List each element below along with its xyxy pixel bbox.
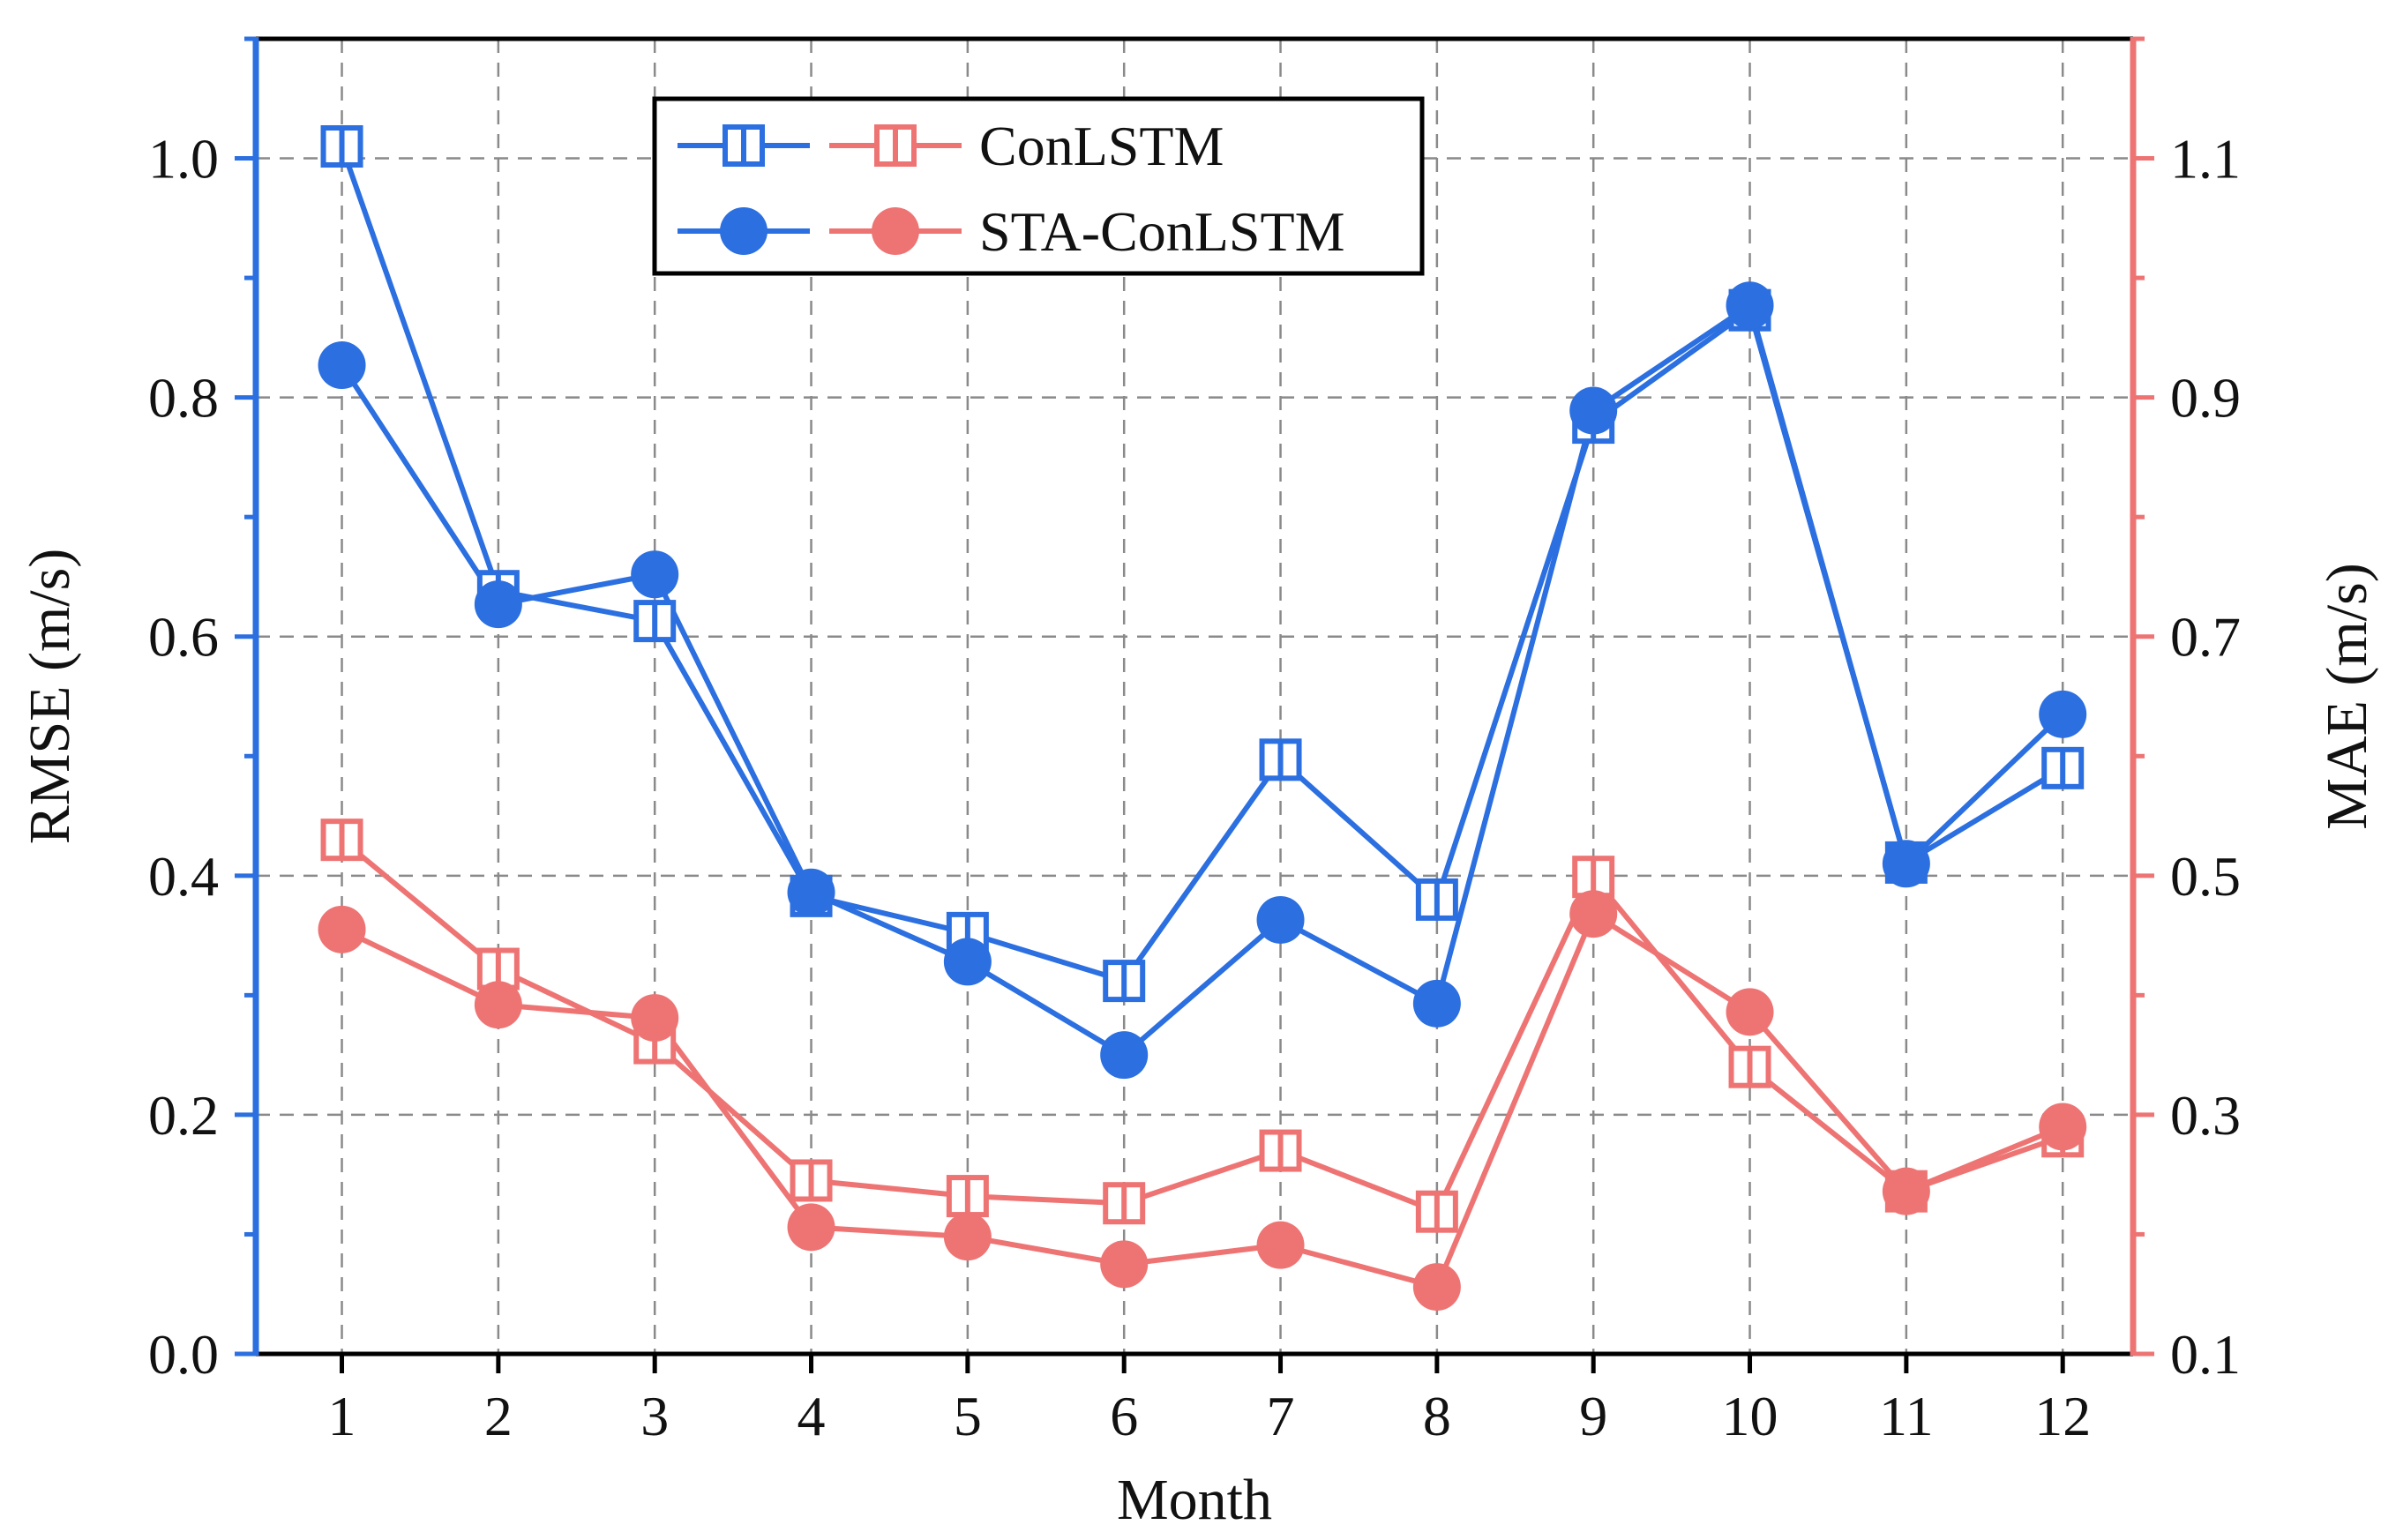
marker-conlstm-rmse-month-3 xyxy=(633,600,677,643)
marker-conlstm-rmse-month-6 xyxy=(1103,960,1146,1003)
marker-sta-conlstm-mae-month-4 xyxy=(787,1203,835,1252)
right-y-tick-label: 0.1 xyxy=(2170,1323,2241,1386)
marker-sta-conlstm-rmse-month-5 xyxy=(943,938,992,986)
series-line-sta-conlstm-mae xyxy=(341,911,2064,1290)
marker-conlstm-mae-month-6 xyxy=(1103,1182,1146,1225)
x-tick-label: 2 xyxy=(484,1385,513,1447)
left-y-tick-label: 0.8 xyxy=(148,367,219,430)
marker-conlstm-rmse-month-1 xyxy=(320,124,363,168)
marker-sta-conlstm-rmse-month-9 xyxy=(1569,386,1618,435)
marker-sta-conlstm-rmse-month-10 xyxy=(1726,281,1774,330)
marker-sta-conlstm-rmse-month-1 xyxy=(318,341,366,390)
x-tick-label: 1 xyxy=(328,1385,356,1447)
marker-sta-conlstm-rmse-month-4 xyxy=(787,868,835,916)
x-tick-label: 3 xyxy=(640,1385,669,1447)
series-line-conlstm-mae xyxy=(340,837,2064,1215)
x-tick-label: 4 xyxy=(797,1385,826,1447)
x-tick-label: 9 xyxy=(1579,1385,1607,1447)
marker-sta-conlstm-rmse-month-12 xyxy=(2039,690,2087,738)
left-y-tick-label: 1.0 xyxy=(148,128,219,191)
marker-conlstm-mae-month-5 xyxy=(946,1175,989,1218)
marker-conlstm-rmse-month-7 xyxy=(1259,738,1302,781)
marker-sta-conlstm-rmse-month-7 xyxy=(1256,895,1305,944)
left-y-axis-title: RMSE (m/s) xyxy=(18,549,82,845)
marker-sta-conlstm-mae-month-5 xyxy=(943,1213,992,1261)
marker-sta-conlstm-mae-month-12 xyxy=(2039,1103,2087,1151)
legend: ConLSTM STA-ConLSTM xyxy=(652,96,1425,276)
x-tick-label: 11 xyxy=(1879,1385,1934,1447)
left-y-tick-label: 0.6 xyxy=(148,606,219,669)
marker-sta-conlstm-mae-month-1 xyxy=(318,905,366,953)
x-tick-label: 12 xyxy=(2034,1385,2091,1447)
marker-sta-conlstm-rmse-month-2 xyxy=(474,580,522,629)
legend-sta-conlstm-mae-marker xyxy=(872,207,919,255)
axes: 1 2 3 4 5 6 7 8 9 10 11 120.00.20.40.60.81.00.10.30… xyxy=(18,36,2379,1532)
x-tick-label: 7 xyxy=(1267,1385,1295,1447)
marker-sta-conlstm-rmse-month-8 xyxy=(1412,979,1461,1028)
legend-label-conlstm: ConLSTM xyxy=(979,115,1224,177)
right-y-tick-label: 0.5 xyxy=(2170,845,2241,908)
series xyxy=(318,124,2087,1312)
marker-sta-conlstm-mae-month-9 xyxy=(1569,890,1618,938)
legend-sta-conlstm-rmse-marker xyxy=(720,207,767,255)
marker-conlstm-rmse-month-8 xyxy=(1415,878,1458,921)
marker-sta-conlstm-mae-month-2 xyxy=(474,981,522,1029)
right-y-tick-label: 1.1 xyxy=(2170,128,2241,191)
x-tick-label: 6 xyxy=(1110,1385,1138,1447)
right-y-tick-label: 0.7 xyxy=(2170,606,2241,669)
x-tick-label: 8 xyxy=(1423,1385,1451,1447)
right-y-axis-title: MAE (m/s) xyxy=(2315,563,2379,829)
left-y-tick-label: 0.4 xyxy=(148,845,219,908)
left-y-tick-label: 0.2 xyxy=(148,1084,219,1147)
marker-sta-conlstm-mae-month-11 xyxy=(1882,1167,1930,1215)
series-line-sta-conlstm-rmse xyxy=(340,303,2065,1058)
left-y-tick-label: 0.0 xyxy=(148,1323,219,1386)
marker-conlstm-mae-month-9 xyxy=(1572,856,1615,899)
x-axis-title: Month xyxy=(1117,1468,1272,1532)
marker-sta-conlstm-rmse-month-11 xyxy=(1882,840,1930,888)
marker-conlstm-mae-month-10 xyxy=(1728,1045,1771,1088)
marker-conlstm-mae-month-7 xyxy=(1259,1129,1302,1172)
marker-sta-conlstm-mae-month-3 xyxy=(631,994,679,1043)
marker-sta-conlstm-mae-month-7 xyxy=(1256,1221,1305,1269)
marker-conlstm-mae-month-1 xyxy=(320,819,363,862)
legend-box xyxy=(652,96,1425,276)
x-tick-label: 5 xyxy=(954,1385,982,1447)
marker-sta-conlstm-rmse-month-6 xyxy=(1100,1031,1149,1080)
legend-label-sta-conlstm: STA-ConLSTM xyxy=(979,200,1344,263)
right-y-tick-label: 0.3 xyxy=(2170,1084,2241,1147)
right-y-tick-label: 0.9 xyxy=(2170,367,2241,430)
marker-sta-conlstm-mae-month-10 xyxy=(1726,988,1774,1036)
marker-conlstm-rmse-month-12 xyxy=(2041,746,2085,789)
marker-conlstm-mae-month-8 xyxy=(1415,1190,1458,1233)
x-tick-label: 10 xyxy=(1722,1385,1778,1447)
marker-conlstm-mae-month-4 xyxy=(790,1159,833,1202)
marker-sta-conlstm-mae-month-6 xyxy=(1100,1240,1149,1289)
marker-sta-conlstm-rmse-month-3 xyxy=(631,550,679,599)
marker-sta-conlstm-mae-month-8 xyxy=(1412,1263,1461,1312)
